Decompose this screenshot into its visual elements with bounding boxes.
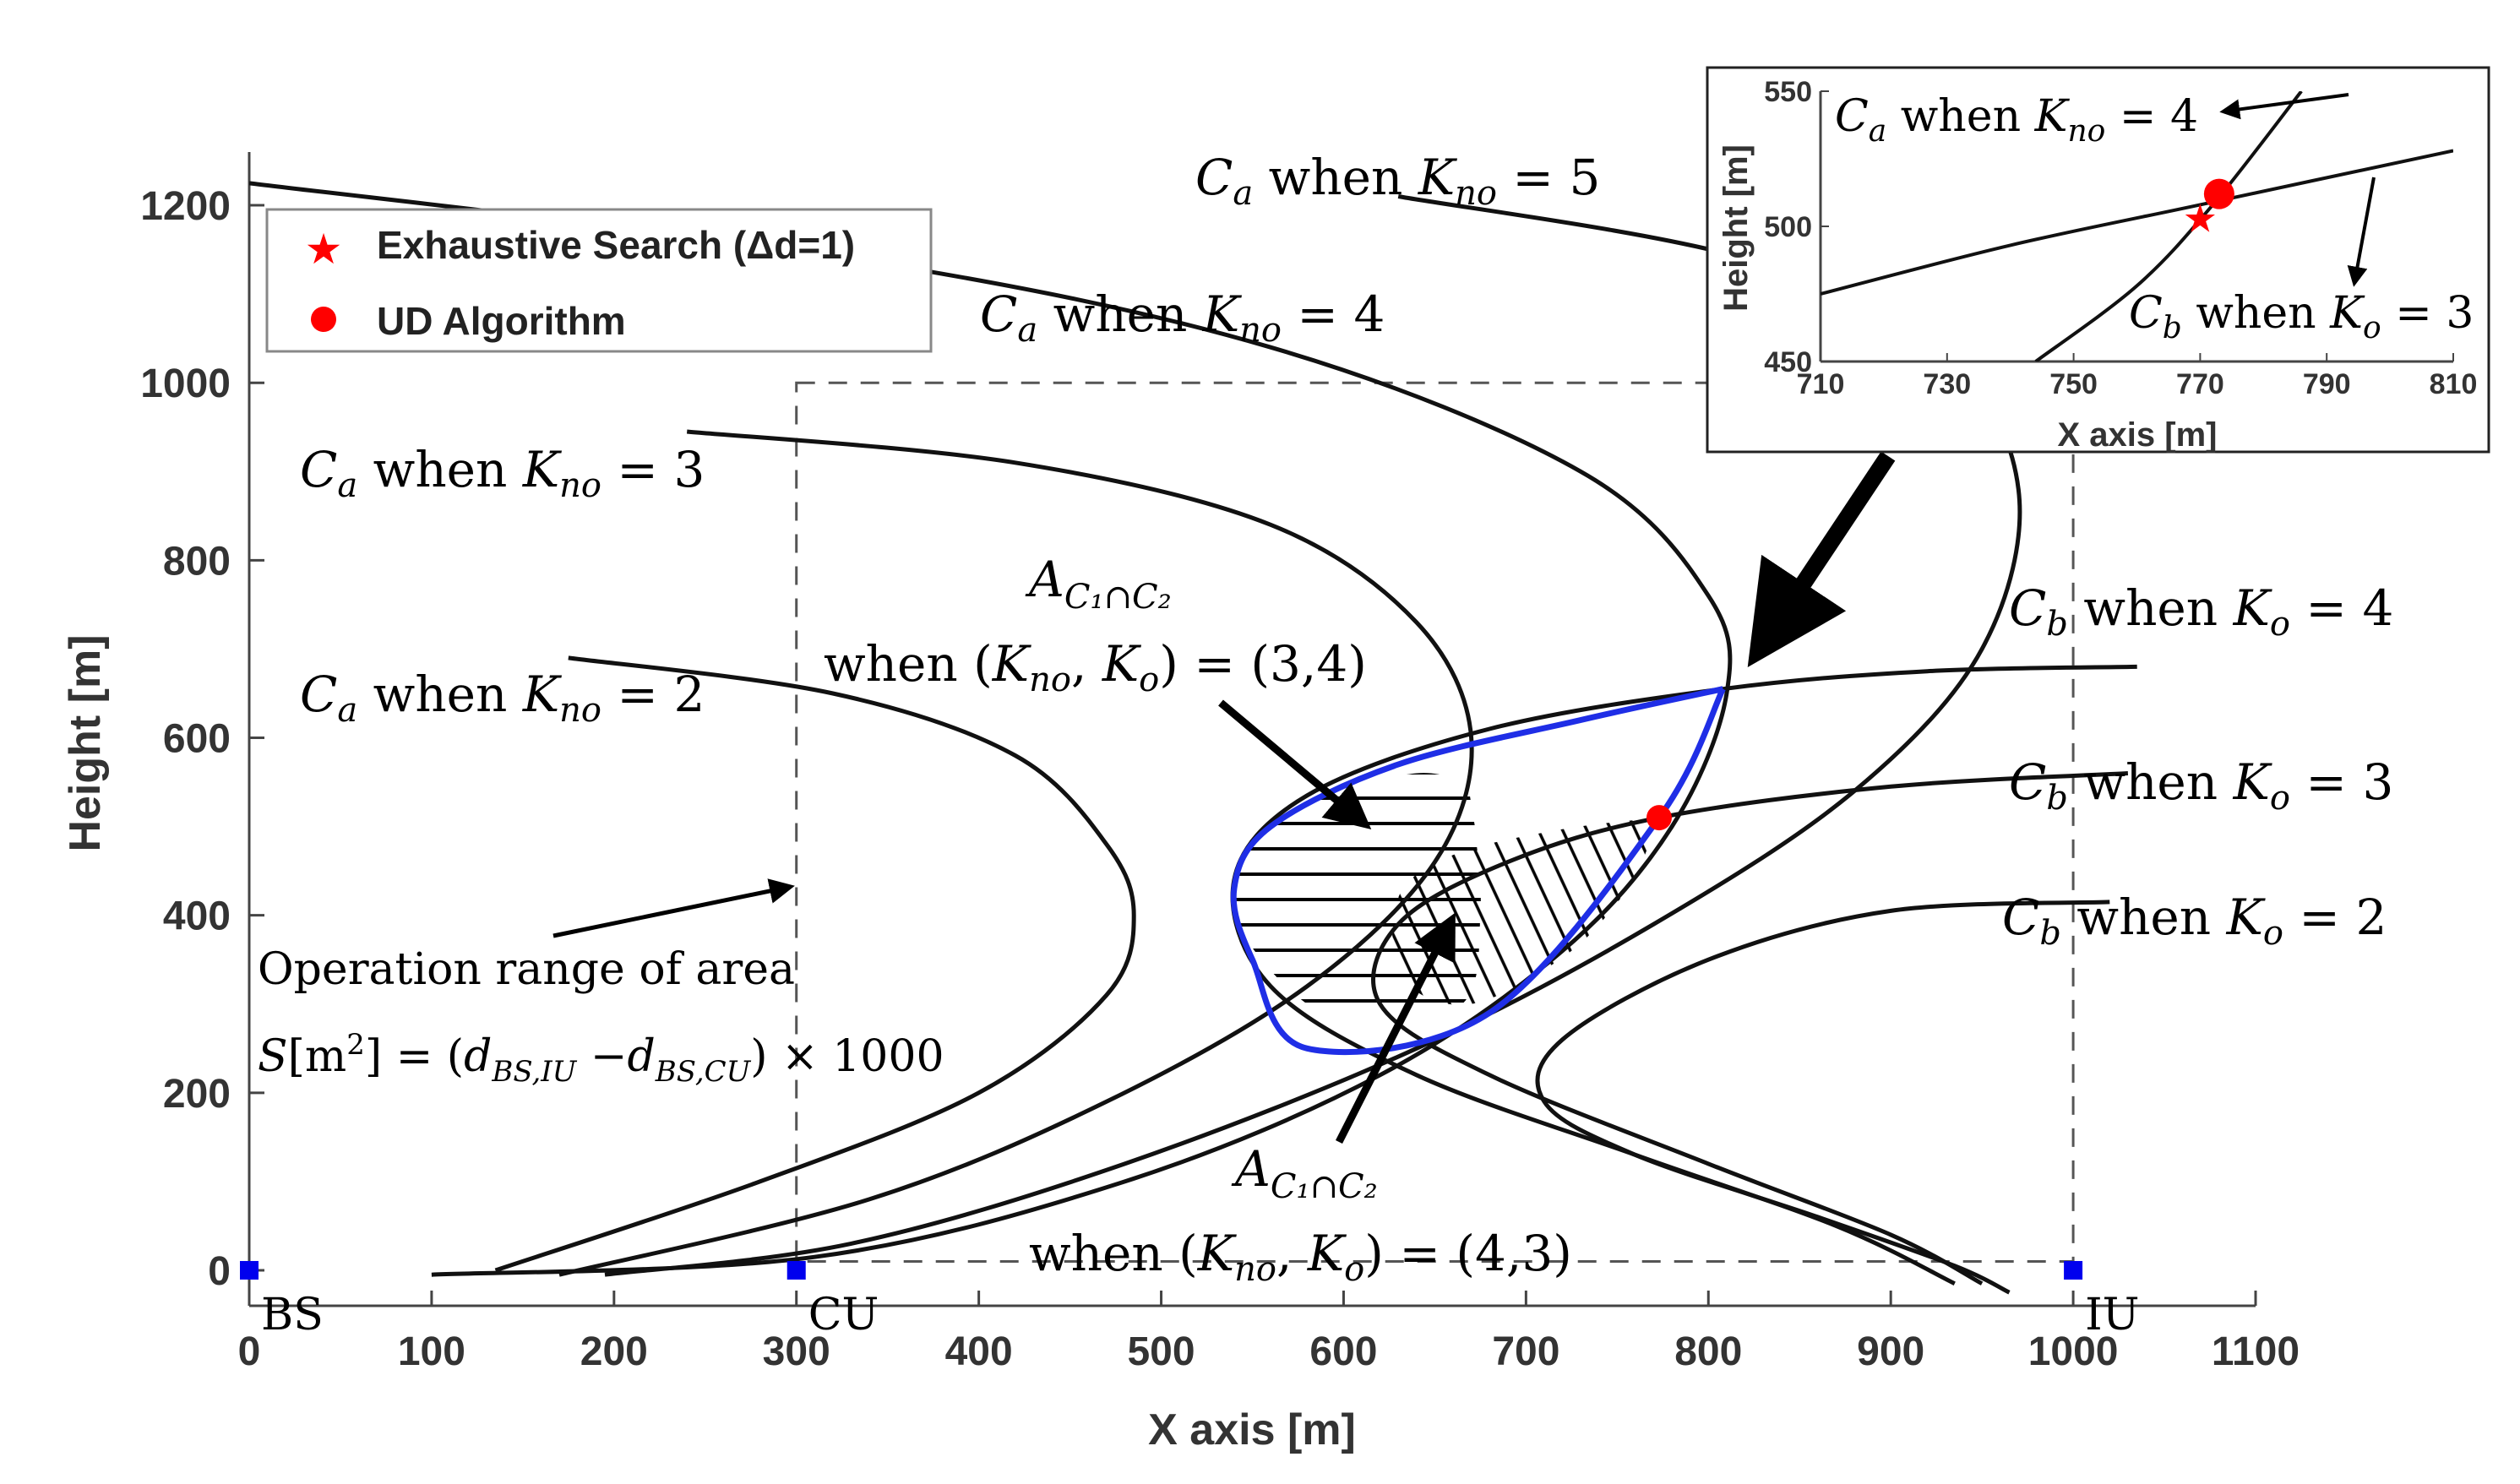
x-tick-label: 400: [945, 1329, 1013, 1374]
operation-range-formula: S[m2] = (dBS,IU −dBS,CU) × 1000: [258, 1028, 944, 1089]
curve-ca-k3: [558, 429, 1474, 1277]
node-label-iu: IU: [2085, 1290, 2139, 1340]
x-tick-label: 600: [1309, 1329, 1377, 1374]
x-tick-label: 900: [1857, 1329, 1924, 1374]
zoom-arrow: [1747, 451, 1896, 667]
intersection-boundary: [1230, 686, 1726, 1056]
inset-label-ca: Ca when Kno = 4: [1835, 91, 2198, 149]
inset-ud-point: [2203, 178, 2234, 209]
y-axis: 0 200 400 600 800 1000 1200 Height [m]: [61, 152, 264, 1306]
inset-y-axis-label: Height [m]: [1717, 144, 1755, 312]
inset-x-tick-label: 750: [2049, 368, 2098, 400]
area-symbol-3-4: AC₁∩C₂: [1025, 551, 1172, 617]
x-tick-label: 800: [1674, 1329, 1742, 1374]
label-cb-k2: Cb when Ko = 2: [2002, 889, 2387, 953]
curve-cb-k2: [1535, 900, 2110, 1295]
label-ca-k2: Ca when Kno = 2: [300, 666, 705, 730]
region-annotation-3-4: AC₁∩C₂ when (Kno, Ko) = (3,4): [824, 551, 1372, 829]
inset-x-tick-label: 810: [2430, 368, 2478, 400]
curve-labels: Ca when Kno = 5 Ca when Kno = 4 Ca when …: [300, 149, 2393, 953]
y-tick-label: 600: [163, 717, 231, 762]
operation-range-box: [795, 381, 2075, 1263]
area-symbol-4-3: AC₁∩C₂: [1231, 1140, 1378, 1206]
operation-arrow: [552, 878, 795, 938]
node-marker-iu: [2064, 1260, 2083, 1280]
y-tick-label: 200: [163, 1072, 231, 1117]
inset-x-tick-label: 770: [2176, 368, 2224, 400]
x-tick-label: 200: [580, 1329, 648, 1374]
y-tick-label: 800: [163, 539, 231, 584]
legend-label-ud: UD Algorithm: [377, 299, 626, 343]
x-tick-label: 1000: [2028, 1329, 2119, 1374]
label-cb-k3: Cb when Ko = 3: [2009, 753, 2393, 818]
inset-y-tick-label: 450: [1764, 346, 1812, 378]
x-tick-label: 1100: [2212, 1329, 2300, 1374]
inset-y-tick-label: 550: [1764, 76, 1812, 108]
y-axis-label: Height [m]: [61, 634, 110, 851]
y-tick-label: 1200: [140, 184, 231, 229]
node-marker-cu: [786, 1260, 806, 1280]
ud-algorithm-point: [1646, 805, 1672, 831]
label-cb-k4: Cb when Ko = 4: [2009, 579, 2393, 644]
area-condition-4-3: when (Kno, Ko) = (4,3): [1029, 1225, 1572, 1289]
curve-ca-k2: [494, 655, 1136, 1273]
legend-circle-icon: [311, 307, 336, 332]
inset-y-tick-label: 500: [1764, 211, 1812, 243]
inset-x-axis-label: X axis [m]: [2058, 416, 2218, 454]
x-tick-label: 700: [1492, 1329, 1559, 1374]
legend-label-exhaustive: Exhaustive Search (Δd=1): [377, 223, 855, 267]
inset-arrow-ca: [2219, 93, 2349, 120]
curve-ca-k4: [249, 181, 1733, 1277]
y-tick-label: 0: [208, 1249, 231, 1294]
x-tick-label: 300: [763, 1329, 830, 1374]
label-ca-k5: Ca when Kno = 5: [1195, 149, 1600, 213]
x-tick-label: 100: [398, 1329, 465, 1374]
node-label-bs: BS: [261, 1290, 324, 1340]
inset-exhaustive-point: ★: [2183, 195, 2218, 241]
inset-plot: 710 730 750 770 790 810 450 500 550 ★ X axis [m]…: [1706, 66, 2490, 454]
label-ca-k3: Ca when Kno = 3: [300, 441, 705, 505]
inset-x-tick-label: 710: [1797, 368, 1845, 400]
x-axis-label: X axis [m]: [1148, 1405, 1356, 1454]
node-marker-bs: [240, 1260, 259, 1280]
region-annotation-4-3: AC₁∩C₂ when (Kno, Ko) = (4,3): [1029, 912, 1572, 1289]
curve-cb-k3: [1371, 771, 2129, 1286]
x-tick-label: 0: [238, 1329, 261, 1374]
inset-x-tick-label: 790: [2303, 368, 2351, 400]
operation-range-annotation: Operation range of area S[m2] = (dBS,IU …: [258, 878, 944, 1089]
inset-arrow-cb: [2347, 177, 2376, 287]
inset-x-tick-label: 730: [1923, 368, 1971, 400]
legend: ★ Exhaustive Search (Δd=1) UD Algorithm: [265, 208, 933, 353]
area-arrow-4-3: [1335, 912, 1456, 1144]
y-tick-label: 400: [163, 894, 231, 939]
inset-label-cb: Cb when Ko = 3: [2129, 288, 2474, 345]
inset-curve-ca-k4: [2034, 91, 2303, 361]
x-tick-label: 500: [1127, 1329, 1195, 1374]
area-arrow-3-4: [1218, 699, 1372, 829]
label-ca-k4: Ca when Kno = 4: [980, 285, 1385, 350]
inset-curve-cb-k3: [1821, 149, 2453, 296]
y-tick-label: 1000: [140, 361, 231, 406]
node-label-cu: CU: [808, 1290, 879, 1340]
legend-star-icon: ★: [305, 225, 343, 274]
operation-range-text: Operation range of area: [258, 944, 795, 995]
x-axis: 0 100 200 300 400 500 600 700 800 900 1000 1100 X a…: [238, 1291, 2300, 1454]
area-condition-3-4: when (Kno, Ko) = (3,4): [824, 635, 1367, 699]
hatched-region-4-3: [1392, 818, 1659, 1005]
